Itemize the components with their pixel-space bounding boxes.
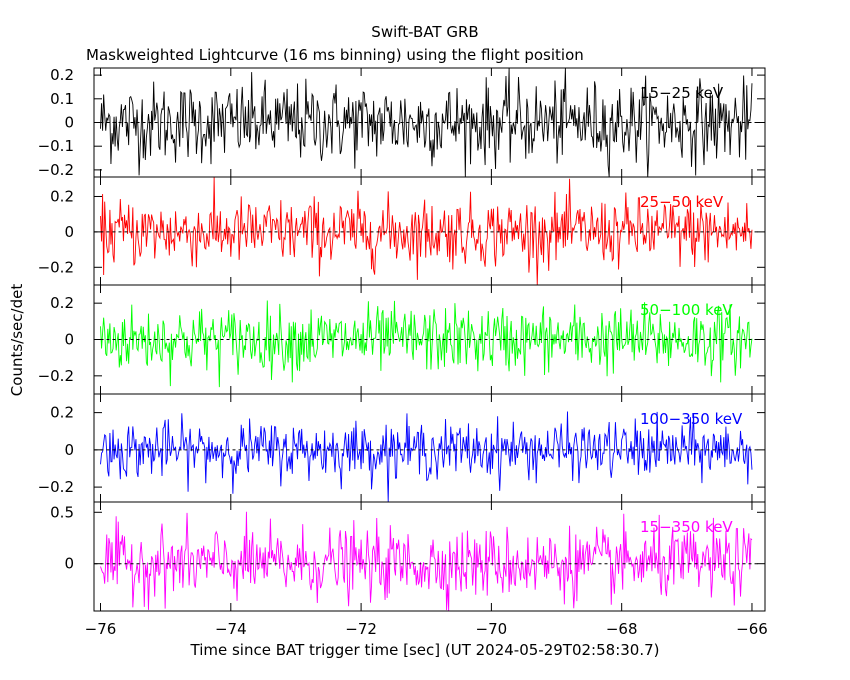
series-line-3 (100, 300, 753, 388)
band-label-4: 100−350 keV (640, 410, 743, 428)
band-label-3: 50−100 keV (640, 301, 733, 319)
y-tick-label-3-1: −0.2 (38, 367, 74, 385)
y-tick-label-1-2: −0.1 (38, 137, 74, 155)
x-tick-label-4: −70 (476, 620, 508, 638)
series-line-5 (100, 511, 753, 612)
x-tick-label-3: −72 (345, 620, 377, 638)
x-tick-label-5: −68 (606, 620, 638, 638)
panel-frame-5 (93, 501, 766, 612)
band-label-2: 25−50 keV (640, 193, 724, 211)
series-line-1 (100, 67, 753, 178)
series-line-4 (100, 411, 753, 503)
chart-title: Swift-BAT GRB (371, 23, 478, 41)
panel-4: −0.2 0 0.2 100−350 keV (38, 393, 766, 503)
x-tick-label-6: −66 (736, 620, 768, 638)
y-tick-label-2-2: 0 (64, 223, 74, 241)
y-tick-label-1-3: 0 (64, 114, 74, 132)
y-tick-label-5-1: 0 (64, 555, 74, 573)
y-tick-label-1-4: 0.1 (50, 90, 74, 108)
band-label-1: 15−25 keV (640, 84, 724, 102)
panel-3: −0.2 0 0.2 50−100 keV (38, 284, 766, 395)
y-tick-label-2-3: 0.2 (50, 187, 74, 205)
band-label-5: 15−350 keV (640, 518, 733, 536)
y-tick-label-4-3: 0.2 (50, 404, 74, 422)
panels-group: −0.2 −0.1 0 0.1 0.2 15−25 keV −0.2 0 0.2 25−50 ke… (38, 66, 768, 638)
y-tick-label-1-5: 0.2 (50, 66, 74, 84)
y-tick-label-4-2: 0 (64, 441, 74, 459)
y-tick-label-2-1: −0.2 (38, 258, 74, 276)
series-line-2 (100, 176, 753, 286)
x-axis-label: Time since BAT trigger time [sec] (UT 20… (190, 641, 660, 659)
panel-5: 0 0.5 15−350 keV (50, 501, 766, 612)
y-tick-label-4-1: −0.2 (38, 478, 74, 496)
y-tick-label-3-2: 0 (64, 331, 74, 349)
x-tick-label-2: −74 (215, 620, 247, 638)
y-tick-label-1-1: −0.2 (38, 161, 74, 179)
y-tick-label-3-3: 0.2 (50, 294, 74, 312)
x-tick-label-1: −76 (85, 620, 117, 638)
panel-2: −0.2 0 0.2 25−50 keV (38, 176, 766, 286)
y-tick-label-5-2: 0.5 (50, 503, 74, 521)
chart-subtitle: Maskweighted Lightcurve (16 ms binning) … (86, 46, 584, 64)
y-axis-label: Counts/sec/det (8, 284, 26, 397)
panel-1: −0.2 −0.1 0 0.1 0.2 15−25 keV (38, 66, 766, 179)
